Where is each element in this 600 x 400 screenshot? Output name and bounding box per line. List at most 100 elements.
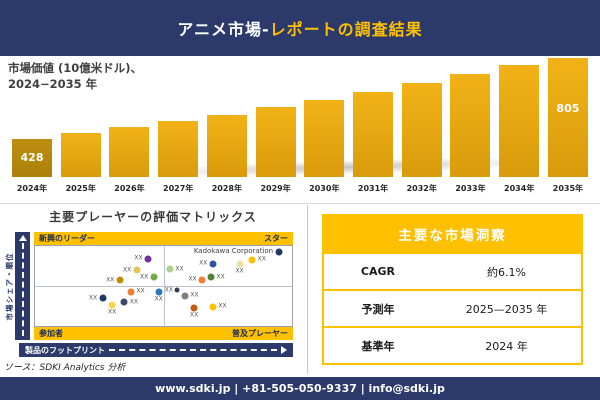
point-dot <box>174 287 180 293</box>
bar-value-label: 805 <box>556 102 580 115</box>
dashed-line-horizontal <box>109 349 277 351</box>
point-label: XX <box>218 302 227 310</box>
source-note: ソース：SDKI Analytics 分析 <box>4 363 126 373</box>
bar-rect <box>353 92 394 177</box>
bar-2035年: 805 2035年 <box>547 58 588 193</box>
insights-row-label: CAGR <box>360 265 396 278</box>
point-label: XX <box>88 294 98 301</box>
bar-year-label: 2028年 <box>211 184 242 193</box>
matrix-point: XX <box>207 273 225 281</box>
bar-rect <box>304 100 345 177</box>
insights-row-予測年: 予測年 2025—2035 年 <box>324 289 581 326</box>
point-label: XX <box>188 275 197 283</box>
point-label: XX <box>154 295 163 303</box>
point-dot <box>190 304 198 312</box>
point-dot <box>209 303 217 311</box>
bar-rect <box>450 74 491 177</box>
bar-2027年: 2027年 <box>158 121 199 193</box>
bar-2026年: 2026年 <box>109 127 150 193</box>
point-dot <box>248 256 256 264</box>
bar-rect <box>158 121 199 177</box>
point-label: XX <box>175 265 184 273</box>
matrix-y-axis-label: 市場シェア・順位 <box>5 252 14 321</box>
matrix-title: 主要プレーヤーの評価マトリックス <box>49 210 257 224</box>
point-dot <box>155 288 163 296</box>
report-header: アニメ市場- レポートの調査結果 <box>0 0 600 56</box>
bar-2031年: 2031年 <box>353 92 394 193</box>
matrix-plot: XX XX XX XX Kadokawa Corporation XX XX XX XX XX XX… <box>34 245 293 327</box>
vertical-divider <box>307 205 308 374</box>
matrix-top-band: 新興のリーダー スター <box>34 232 293 245</box>
point-label: XX <box>164 286 173 293</box>
bar-value-label: 428 <box>20 151 44 164</box>
bar-rect <box>401 83 442 177</box>
page-title-highlight: レポートの調査結果 <box>269 20 423 39</box>
page-title: アニメ市場- <box>177 20 270 39</box>
point-dot <box>133 266 141 274</box>
footer-contact-bar: www.sdki.jp | +81-505-050-9337 | info@sd… <box>0 377 600 400</box>
point-dot <box>166 265 174 273</box>
insights-row-value: 2025—2035 年 <box>465 302 548 316</box>
matrix-point: XX <box>190 304 198 318</box>
bar-chart: 428 2024年 2025年 2026年 2027年 2028年 2029年 2030年 20… <box>12 56 588 193</box>
quadrant-label-participants: 参加者 <box>39 329 63 338</box>
matrix-point: XX <box>127 288 145 296</box>
point-dot <box>127 288 135 296</box>
matrix-point: XX <box>181 292 199 300</box>
point-label: XX <box>123 266 132 273</box>
matrix-point: XX <box>106 276 124 284</box>
insights-row-value: 約6.1% <box>486 265 526 279</box>
point-dot <box>120 298 128 306</box>
matrix-point: XX <box>89 294 107 302</box>
company-name-label: Kadokawa Corporation <box>193 247 274 256</box>
player-matrix: 市場シェア・順位 新興のリーダー スター XX XX XX XX Kadokawa Co… <box>4 232 293 357</box>
insights-row-value: 2024 年 <box>485 339 528 353</box>
matrix-point: XX <box>108 301 116 315</box>
matrix-bottom-band: 参加者 普及プレーヤー <box>34 327 293 340</box>
bar-2029年: 2029年 <box>255 107 296 193</box>
quadrant-label-emerging-leaders: 新興のリーダー <box>39 234 95 243</box>
point-label: XX <box>136 287 145 295</box>
bar-rect <box>109 127 150 177</box>
point-dot <box>150 273 158 281</box>
bar-year-label: 2035年 <box>552 184 584 193</box>
point-label: XX <box>139 273 149 281</box>
matrix-point: XX <box>199 260 217 268</box>
point-label: XX <box>190 291 199 299</box>
matrix-point-kadokawa: Kadokawa Corporation <box>194 248 283 256</box>
bar-year-label: 2032年 <box>406 184 437 193</box>
point-dot <box>108 301 116 309</box>
bar-2032年: 2032年 <box>401 83 442 193</box>
bar-year-label: 2027年 <box>163 184 194 193</box>
point-dot <box>99 294 107 302</box>
matrix-y-axis: 市場シェア・順位 <box>4 232 15 340</box>
insights-row-label: 予測年 <box>361 302 395 316</box>
point-dot <box>275 248 283 256</box>
point-label: XX <box>199 259 208 267</box>
bar-chart-axis-title: 市場価値 (10億米ドル)、 2024−2035 年 <box>8 61 142 92</box>
matrix-point: XX <box>120 298 138 306</box>
point-dot <box>144 255 152 263</box>
bar-rect <box>60 133 101 177</box>
point-dot <box>209 260 217 268</box>
bar-year-label: 2034年 <box>504 184 535 193</box>
point-label: XX <box>257 255 266 263</box>
bar-rect: 805 <box>547 58 588 177</box>
bar-rect <box>206 115 247 177</box>
matrix-point: XX <box>166 265 184 273</box>
point-label: XX <box>189 311 199 319</box>
point-dot <box>236 260 244 268</box>
insights-row-CAGR: CAGR 約6.1% <box>324 252 581 289</box>
arrow-up-icon <box>18 235 27 241</box>
bar-2030年: 2030年 <box>304 100 345 193</box>
insights-row-label: 基準年 <box>361 339 395 353</box>
bar-2034年: 2034年 <box>499 65 540 193</box>
point-label: XX <box>107 308 117 316</box>
matrix-x-axis-label: 製品のフットプリント <box>25 345 105 355</box>
bar-chart-axis-title-line2: 2024−2035 年 <box>8 76 98 91</box>
bar-rect <box>499 65 540 177</box>
horizontal-divider <box>0 203 600 204</box>
market-insights-table: 主要な市場洞察 CAGR 約6.1% 予測年 2025—2035 年基準年 2024 年 <box>322 214 583 365</box>
insights-row-基準年: 基準年 2024 年 <box>324 326 581 363</box>
